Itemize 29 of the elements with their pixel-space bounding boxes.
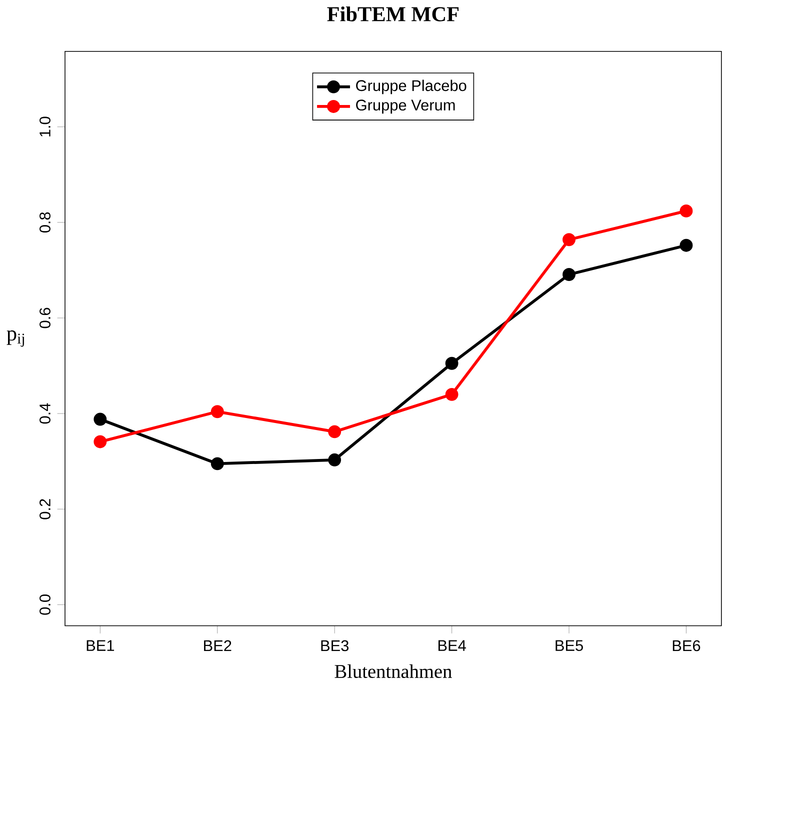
- point: [211, 405, 224, 418]
- point: [680, 204, 693, 218]
- x-tick-label: BE4: [438, 640, 466, 651]
- x-tick-label: BE6: [672, 640, 700, 652]
- y-tick-label: 0.4: [40, 403, 51, 424]
- point: [445, 388, 458, 401]
- legend-label: Gruppe Placebo: [356, 80, 466, 94]
- y-tick-label: 0.0: [40, 594, 51, 615]
- point: [328, 425, 342, 438]
- x-tick-label: BE3: [321, 640, 349, 652]
- legend-label: Gruppe Verum: [356, 100, 455, 114]
- point: [328, 453, 342, 466]
- x-tick-label: BE1: [86, 640, 114, 651]
- y-axis-title: p$_{ij}$: [6, 330, 24, 347]
- x-tick-label: BE5: [556, 640, 584, 652]
- point: [211, 457, 224, 470]
- chart-title: FibTEM MCF: [327, 6, 459, 22]
- point: [94, 435, 107, 448]
- point: [445, 356, 458, 370]
- y-tick-label: 0.6: [40, 308, 51, 328]
- y-tick-label: 0.8: [40, 212, 51, 233]
- point: [562, 268, 576, 281]
- y-tick-label: 1.0: [40, 116, 51, 136]
- x-tick-label: BE2: [204, 640, 232, 652]
- x-axis-title: Blutentnahmen: [334, 664, 452, 678]
- point: [94, 412, 107, 426]
- point: [680, 238, 693, 252]
- point: [562, 233, 576, 246]
- y-tick-label: 0.2: [40, 499, 51, 520]
